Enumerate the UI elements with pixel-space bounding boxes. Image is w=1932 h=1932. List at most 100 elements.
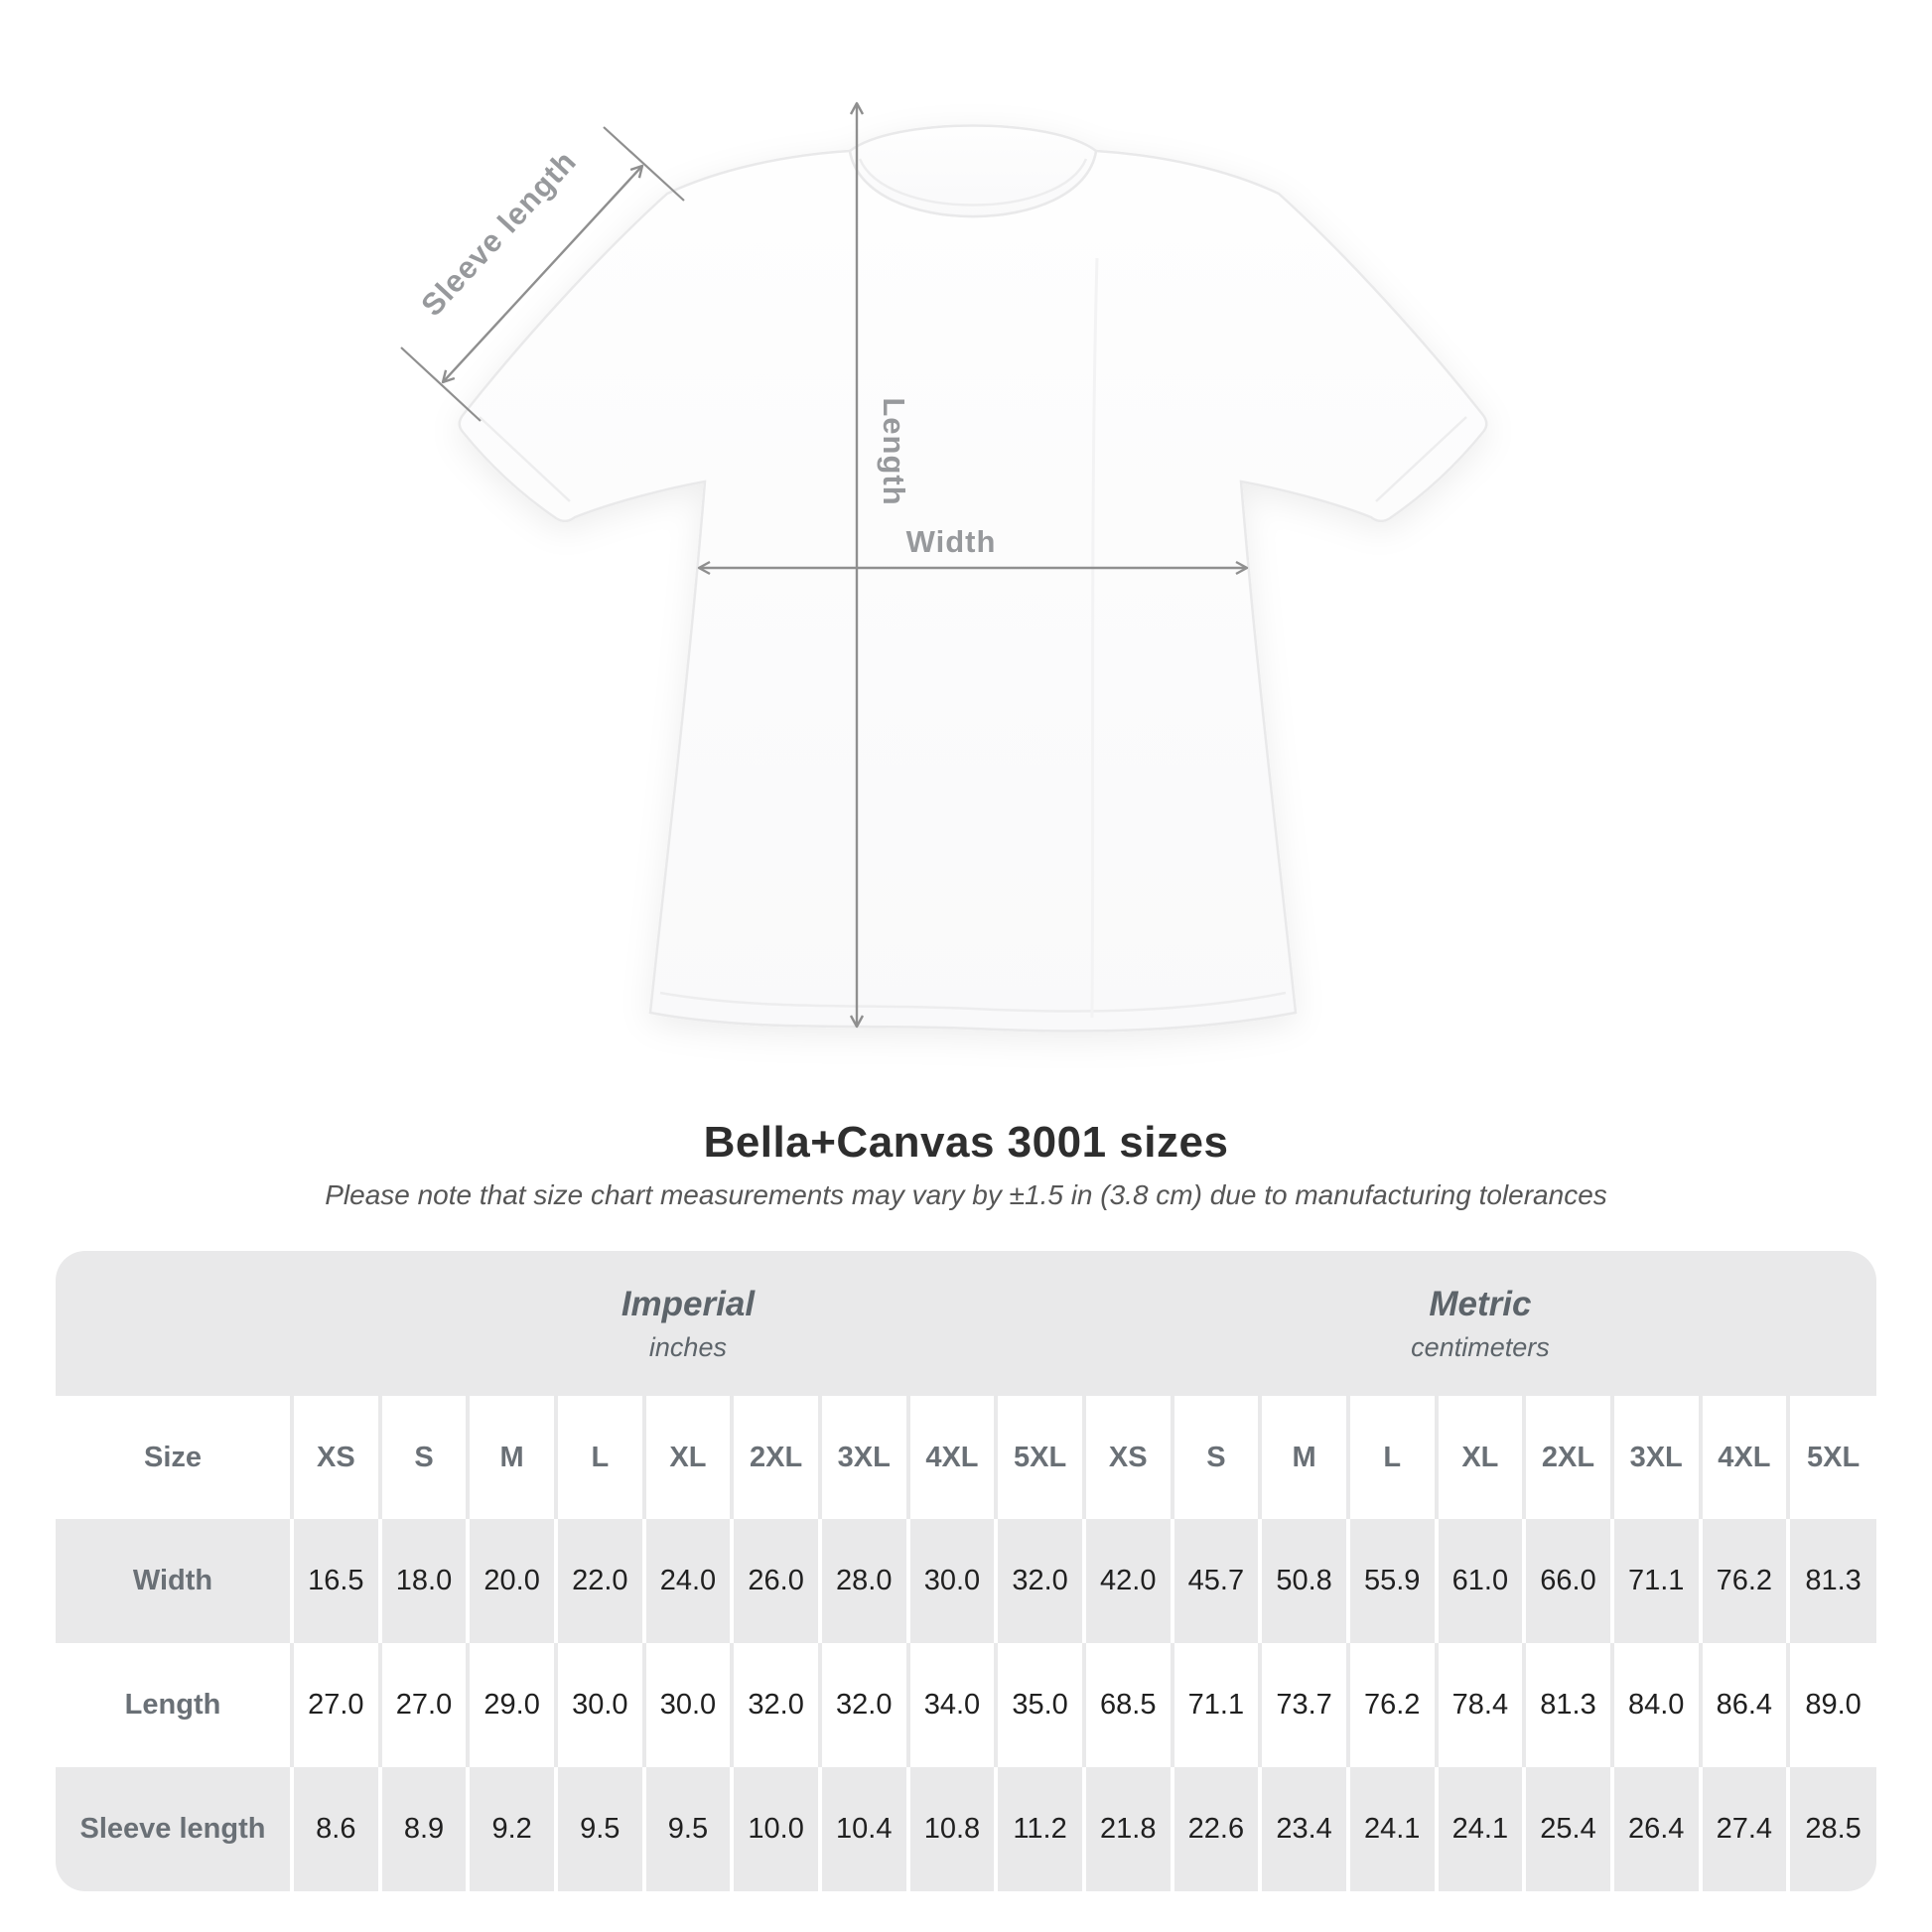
sleeve-length-label: Sleeve length: [414, 144, 583, 323]
measurement-value-cell: 76.2: [1700, 1519, 1791, 1643]
measurement-value-cell: 24.0: [643, 1519, 735, 1643]
measurement-value-cell: 21.8: [1083, 1767, 1174, 1891]
measurement-value-cell: 32.0: [996, 1519, 1086, 1643]
tolerance-note: Please note that size chart measurements…: [325, 1179, 1607, 1210]
size-column-header: 5XL: [1788, 1396, 1876, 1519]
size-column-header: M: [1260, 1396, 1350, 1519]
measurement-value-cell: 30.0: [555, 1643, 646, 1767]
size-column-header: 4XL: [907, 1396, 999, 1519]
measurement-value-cell: 45.7: [1172, 1519, 1263, 1643]
size-column-header: 2XL: [732, 1396, 822, 1519]
size-table-body: Imperial inches Metric centimeters Size XS S M L…: [56, 1251, 1876, 1891]
measurement-value-cell: 30.0: [643, 1643, 735, 1767]
measurement-value-cell: 32.0: [732, 1643, 822, 1767]
measurement-value-cell: 81.3: [1524, 1643, 1614, 1767]
measurement-value-cell: 10.8: [907, 1767, 999, 1891]
measurement-value-cell: 68.5: [1083, 1643, 1174, 1767]
measurement-value-cell: 86.4: [1700, 1643, 1791, 1767]
measurement-value-cell: 24.1: [1436, 1767, 1527, 1891]
size-column-header: XS: [292, 1396, 382, 1519]
right-cuff-seam: [1375, 416, 1467, 502]
measurement-value-cell: 81.3: [1805, 1565, 1862, 1596]
tshirt-collar: [848, 124, 1098, 218]
unit-group-name: Imperial: [621, 1284, 756, 1323]
unit-group-header: Metric centimeters: [1084, 1251, 1876, 1396]
unit-group-unit: inches: [648, 1331, 727, 1362]
measurement-value-cell: 84.0: [1611, 1643, 1703, 1767]
measurement-value-cell: 61.0: [1436, 1519, 1527, 1643]
measurement-value-cell: 89.0: [1788, 1643, 1876, 1767]
unit-group-name: Metric: [1429, 1284, 1532, 1323]
measurement-value-cell: 18.0: [379, 1519, 471, 1643]
measurement-value-cell: 27.0: [379, 1643, 471, 1767]
left-cuff-seam: [479, 416, 571, 502]
measurement-value-cell: 23.4: [1260, 1767, 1350, 1891]
page-title: Bella+Canvas 3001 sizes: [703, 1118, 1229, 1167]
measurement-value-cell: 20.0: [468, 1519, 558, 1643]
measurement-value-cell: 22.6: [1172, 1767, 1263, 1891]
size-column-header: 3XL: [1611, 1396, 1703, 1519]
measurement-value-cell: 71.1: [1172, 1643, 1263, 1767]
measurement-value-cell: 32.0: [819, 1643, 910, 1767]
measurement-value-cell: 28.0: [819, 1519, 910, 1643]
size-column-header: M: [468, 1396, 558, 1519]
size-table-container: Imperial inches Metric centimeters Size XS S M L…: [56, 1251, 1876, 1891]
units-row: Imperial inches Metric centimeters: [56, 1251, 1876, 1396]
measurement-value-cell: 9.5: [555, 1767, 646, 1891]
hem-seam: [659, 991, 1287, 1013]
measurement-value-cell: 8.6: [292, 1767, 382, 1891]
collar-seam: [858, 158, 1088, 207]
tshirt-measurement-diagram: Sleeve length Length Width: [400, 101, 1488, 1033]
measurement-row-label: Sleeve length: [56, 1767, 294, 1891]
size-table: Imperial inches Metric centimeters Size XS S M L…: [56, 1251, 1876, 1891]
measurement-value-cell: 27.4: [1700, 1767, 1791, 1891]
measurement-value-cell: 26.4: [1611, 1767, 1703, 1891]
tshirt-illustration: [458, 124, 1488, 1033]
size-column-header: S: [1172, 1396, 1263, 1519]
measurement-value-cell: 28.5: [1805, 1813, 1862, 1845]
fabric-crease: [1090, 257, 1099, 1019]
measurement-value-cell: 16.5: [292, 1519, 382, 1643]
size-column-header: 3XL: [819, 1396, 910, 1519]
size-guide-page: Sleeve length Length Width Bella+Canvas …: [56, 101, 1876, 1891]
size-column-header: XL: [1436, 1396, 1527, 1519]
measurement-value-cell: 10.4: [819, 1767, 910, 1891]
size-column-header: S: [379, 1396, 471, 1519]
measurement-value-cell: 78.4: [1436, 1643, 1527, 1767]
measurement-value-cell: 11.2: [996, 1767, 1086, 1891]
size-column-header: L: [1347, 1396, 1439, 1519]
size-column-header: L: [555, 1396, 646, 1519]
length-label: Length: [877, 397, 911, 505]
measurement-row-label: Width: [56, 1519, 294, 1643]
measurement-value-cell: 35.0: [996, 1643, 1086, 1767]
measurement-value-cell: 9.5: [643, 1767, 735, 1891]
sleeve-dimension-start-cap: [400, 346, 482, 422]
measurement-value-cell: 10.0: [732, 1767, 822, 1891]
measurement-value-cell: 55.9: [1347, 1519, 1439, 1643]
tshirt-diagram-svg: Sleeve length Length Width: [400, 101, 1488, 1033]
measurement-row: Width 16.5 18.0 20.0 22.0 24.0 26.0 28.0 30.0 32.…: [56, 1519, 1876, 1643]
measurement-value-cell: 73.7: [1260, 1643, 1350, 1767]
measurement-value-cell: 27.0: [292, 1643, 382, 1767]
measurement-row: Length 27.0 27.0 29.0 30.0 30.0 32.0 32.0 34.0 35…: [56, 1643, 1876, 1767]
measurement-value-cell: 42.0: [1083, 1519, 1174, 1643]
measurement-value-cell: 29.0: [468, 1643, 558, 1767]
unit-group-header: Imperial inches: [292, 1251, 1084, 1396]
measurement-value-cell: 34.0: [907, 1643, 999, 1767]
size-column-header: 4XL: [1700, 1396, 1791, 1519]
size-header-row: Size XS S M L XL 2XL 3XL 4XL 5XL XS S M L XL 2XL 3XL 4XL 5…: [56, 1396, 1876, 1519]
measurement-value-cell: 50.8: [1260, 1519, 1350, 1643]
measurement-value-cell: 71.1: [1611, 1519, 1703, 1643]
measurement-value-cell: 25.4: [1524, 1767, 1614, 1891]
measurement-value-cell: 22.0: [555, 1519, 646, 1643]
sleeve-dimension-arrow: [441, 164, 644, 384]
measurement-value-cell: 8.9: [379, 1767, 471, 1891]
size-column-header: 2XL: [1524, 1396, 1614, 1519]
measurement-value-cell: 76.2: [1347, 1643, 1439, 1767]
measurement-row-label: Length: [56, 1643, 294, 1767]
units-row-spacer: [56, 1251, 292, 1396]
unit-group-unit: centimeters: [1411, 1331, 1550, 1362]
measurement-value-cell: 26.0: [732, 1519, 822, 1643]
measurement-row: Sleeve length 8.6 8.9 9.2 9.5 9.5 10.0 10.4 10.8…: [56, 1767, 1876, 1891]
tshirt-body: [458, 149, 1488, 1033]
